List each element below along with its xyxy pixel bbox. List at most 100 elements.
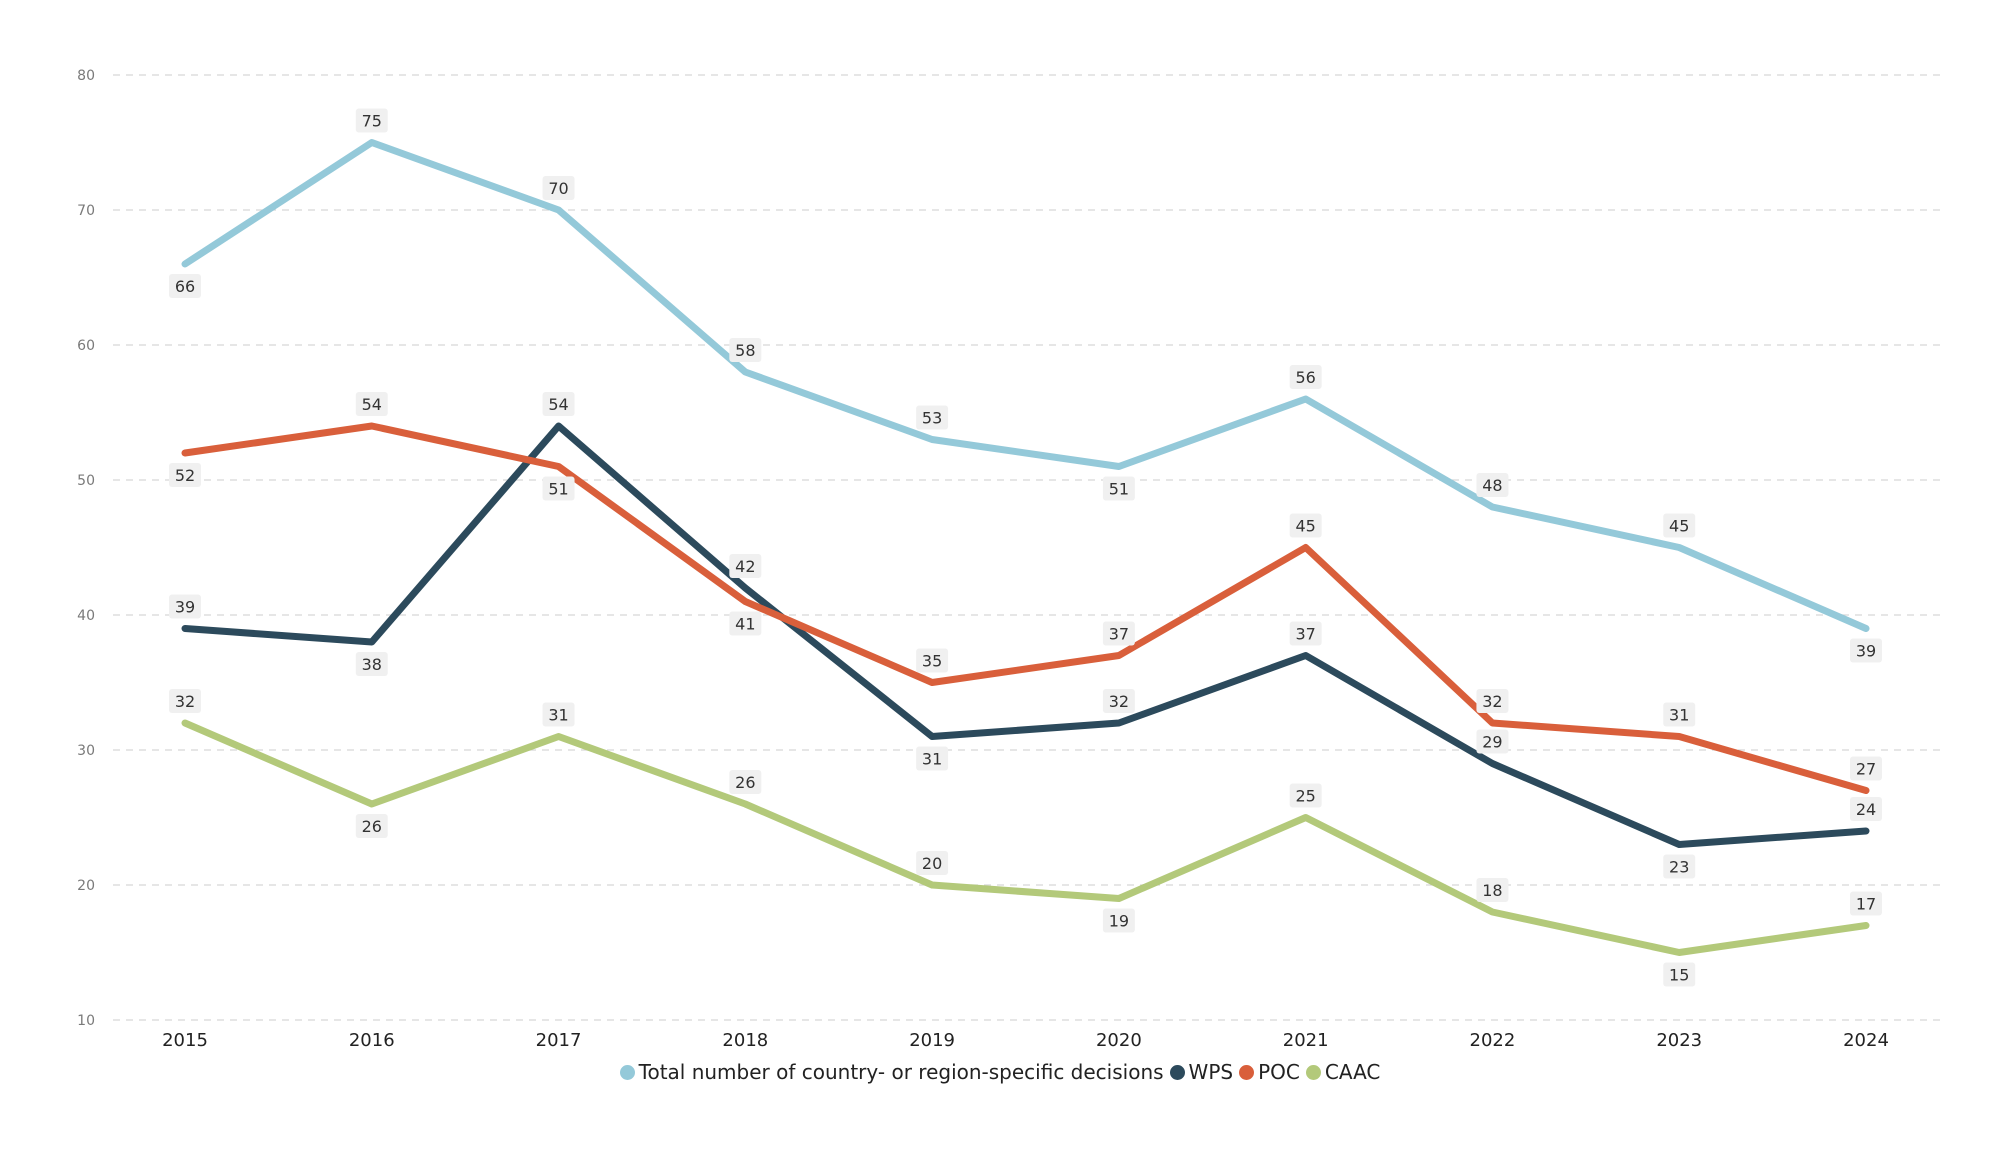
data-label-bg	[1663, 962, 1696, 987]
data-label-bg	[1102, 908, 1135, 933]
data-label: 26	[729, 770, 762, 794]
series-line-wps	[181, 422, 1870, 848]
x-tick-label: 2016	[349, 1030, 395, 1051]
data-label: 26	[355, 814, 388, 838]
data-label-text: 45	[1669, 517, 1689, 536]
data-label-text: 19	[1109, 912, 1129, 931]
data-label-text: 56	[1295, 368, 1315, 387]
data-label-bg	[1102, 476, 1135, 501]
data-label-text: 58	[735, 341, 755, 360]
data-label-bg	[1476, 473, 1509, 497]
data-label-bg	[1663, 513, 1696, 538]
data-label: 23	[1663, 854, 1696, 879]
data-label-text: 41	[735, 615, 755, 634]
data-label: 31	[1663, 702, 1696, 727]
data-label-text: 53	[922, 409, 942, 428]
data-label-bg	[169, 594, 201, 619]
data-label-text: 26	[735, 773, 755, 792]
data-label: 37	[1102, 621, 1135, 646]
data-label-bg	[1850, 891, 1882, 916]
data-label-bg	[355, 652, 388, 676]
data-label-bg	[916, 746, 949, 771]
data-label-bg	[729, 338, 762, 362]
legend-dot-icon	[619, 1064, 635, 1080]
data-label-bg	[355, 108, 388, 133]
data-label-text: 45	[1295, 517, 1315, 536]
y-tick-label: 10	[77, 1013, 95, 1029]
data-label-text: 20	[922, 854, 942, 873]
data-label-text: 15	[1669, 966, 1689, 985]
data-label-text: 23	[1669, 858, 1689, 877]
y-tick-label: 40	[77, 608, 95, 624]
data-label-bg	[542, 392, 575, 416]
data-label-bg	[1850, 756, 1882, 781]
data-label-text: 70	[548, 179, 568, 198]
legend-dot-icon	[1239, 1064, 1255, 1080]
y-tick-label: 70	[77, 203, 95, 219]
data-label: 70	[542, 176, 575, 200]
data-label-bg	[169, 274, 201, 298]
legend-item[interactable]: WPS	[1169, 1060, 1233, 1084]
legend-label: CAAC	[1324, 1060, 1381, 1084]
data-label-text: 31	[548, 706, 568, 725]
x-tick-label: 2015	[162, 1030, 208, 1051]
series-line-poc	[181, 422, 1870, 794]
data-label: 20	[916, 851, 949, 875]
data-label-text: 18	[1482, 881, 1502, 900]
data-label-bg	[1663, 702, 1696, 727]
data-label-text: 26	[362, 817, 382, 836]
data-label-bg	[729, 611, 762, 636]
x-tick-label: 2023	[1656, 1030, 1702, 1051]
data-label-text: 25	[1295, 787, 1315, 806]
data-labels: 66 75 70 58 53 51 56 48 45 39 39 38 54 42 31 32 37 29 23 24…	[169, 108, 1882, 987]
data-label: 51	[542, 476, 575, 501]
legend-item[interactable]: Total number of country- or region-speci…	[619, 1060, 1164, 1084]
data-label-text: 66	[175, 277, 195, 296]
data-label-bg	[1476, 878, 1509, 902]
legend-item[interactable]: POC	[1239, 1060, 1300, 1084]
data-label-bg	[916, 648, 949, 673]
x-tick-label: 2022	[1470, 1030, 1516, 1051]
data-label-text: 48	[1482, 476, 1502, 495]
data-label-text: 51	[1109, 480, 1129, 499]
data-label: 15	[1663, 962, 1696, 987]
data-label: 53	[916, 405, 949, 430]
data-label: 31	[916, 746, 949, 771]
y-tick-label: 80	[77, 68, 95, 84]
data-label-text: 17	[1856, 895, 1876, 914]
legend-item[interactable]: CAAC	[1305, 1060, 1381, 1084]
data-label-text: 31	[922, 750, 942, 769]
data-label-text: 37	[1295, 625, 1315, 644]
gridlines	[113, 74, 1940, 1021]
legend-dot-icon	[1169, 1064, 1185, 1080]
data-label-bg	[1102, 621, 1135, 646]
data-label-bg	[1476, 689, 1509, 713]
data-label: 66	[169, 274, 201, 298]
data-label: 32	[1102, 689, 1135, 713]
data-label-text: 37	[1109, 625, 1129, 644]
data-label-text: 24	[1856, 800, 1876, 819]
data-label-bg	[542, 702, 575, 727]
data-label-bg	[1850, 638, 1882, 663]
y-tick-label: 50	[77, 473, 95, 489]
y-tick-label: 20	[77, 878, 95, 894]
data-label-bg	[729, 554, 762, 578]
data-label-text: 32	[1109, 692, 1129, 711]
data-label: 39	[169, 594, 201, 619]
data-label: 39	[1850, 638, 1882, 663]
data-label: 18	[1476, 878, 1509, 902]
data-label-bg	[169, 689, 201, 713]
data-label-bg	[1289, 365, 1322, 389]
data-label-text: 54	[548, 395, 568, 414]
legend: Total number of country- or region-speci…	[0, 1060, 2000, 1084]
data-label: 42	[729, 554, 762, 578]
series-lines	[181, 139, 1870, 956]
data-label: 31	[542, 702, 575, 727]
data-label-text: 75	[362, 112, 382, 131]
data-label: 41	[729, 611, 762, 636]
data-label-bg	[729, 770, 762, 794]
data-label-text: 29	[1482, 733, 1502, 752]
x-tick-label: 2019	[909, 1030, 955, 1051]
